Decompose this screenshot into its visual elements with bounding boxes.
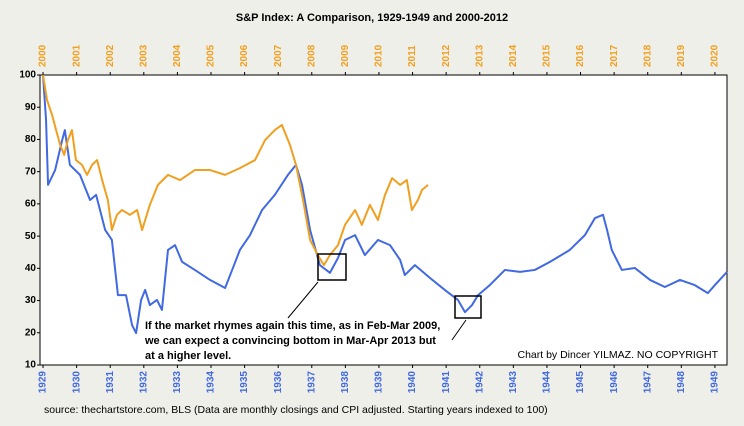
y-tick-label: 30 xyxy=(25,295,37,306)
x2-tick-label: 2010 xyxy=(374,44,385,67)
chart-title: S&P Index: A Comparison, 1929-1949 and 2… xyxy=(236,12,508,24)
series-line xyxy=(42,74,728,335)
annotation-pointer xyxy=(287,281,319,319)
plot-content xyxy=(42,74,728,335)
series-line xyxy=(42,74,429,267)
x-tick-label: 1941 xyxy=(441,371,452,394)
x2-tick-label: 2014 xyxy=(508,44,519,67)
x2-tick-label: 2004 xyxy=(172,44,183,67)
x-tick-label: 1947 xyxy=(642,371,653,394)
highlight-box xyxy=(454,295,482,319)
x2-tick-label: 2008 xyxy=(306,44,317,67)
x-tick-label: 1944 xyxy=(542,371,553,394)
x-tick-label: 1937 xyxy=(306,371,317,394)
x2-tick-label: 2009 xyxy=(340,44,351,67)
y-tick-label: 10 xyxy=(25,360,37,371)
x2-tick-label: 2011 xyxy=(407,45,418,67)
x-tick-label: 1943 xyxy=(508,371,519,394)
highlight-box xyxy=(317,253,347,281)
x2-tick-label: 2016 xyxy=(575,44,586,67)
x-tick-label: 1935 xyxy=(239,371,250,394)
y-tick-label: 80 xyxy=(25,134,37,145)
x2-tick-label: 2002 xyxy=(105,44,116,67)
credit: Chart by Dincer YILMAZ. NO COPYRIGHT xyxy=(517,349,718,361)
x-tick-label: 1930 xyxy=(71,371,82,394)
x2-tick-label: 2019 xyxy=(676,44,687,67)
x2-tick-label: 2003 xyxy=(138,44,149,67)
annotation: we can expect a convincing bottom in Mar… xyxy=(144,335,436,347)
x-tick-label: 1934 xyxy=(206,371,217,394)
x-tick-label: 1949 xyxy=(710,371,721,394)
x2-tick-label: 2005 xyxy=(206,44,217,67)
x-tick-label: 1939 xyxy=(374,371,385,394)
annotation: If the market rhymes again this time, as… xyxy=(145,320,440,332)
x2-tick-label: 2012 xyxy=(441,44,452,67)
annotation: at a higher level. xyxy=(145,350,231,362)
x2-tick-label: 2000 xyxy=(38,44,49,67)
x2-tick-label: 2006 xyxy=(239,44,250,67)
x-tick-label: 1929 xyxy=(38,371,49,394)
x-tick-label: 1948 xyxy=(676,371,687,394)
plot-area xyxy=(39,74,728,366)
x2-tick-label: 2001 xyxy=(71,44,82,67)
x2-tick-label: 2018 xyxy=(642,44,653,67)
source: source: thechartstore.com, BLS (Data are… xyxy=(44,404,548,416)
y-tick-label: 50 xyxy=(25,231,37,242)
x2-tick-label: 2017 xyxy=(609,44,620,67)
annotation-pointer xyxy=(451,319,467,341)
y-tick-label: 40 xyxy=(25,263,37,274)
x-tick-label: 1936 xyxy=(273,371,284,394)
y-tick-label: 100 xyxy=(19,70,36,81)
x-tick-label: 1946 xyxy=(609,371,620,394)
y-tick-label: 20 xyxy=(25,327,37,338)
y-tick-label: 90 xyxy=(25,102,37,113)
x-tick-label: 1945 xyxy=(575,371,586,394)
x2-tick-label: 2020 xyxy=(710,44,721,67)
x-tick-label: 1932 xyxy=(138,371,149,394)
x2-tick-label: 2007 xyxy=(273,44,284,67)
x2-tick-label: 2015 xyxy=(542,44,553,67)
x-tick-label: 1931 xyxy=(105,371,116,394)
x-tick-label: 1933 xyxy=(172,371,183,394)
x-tick-label: 1940 xyxy=(407,371,418,394)
y-tick-label: 60 xyxy=(25,199,37,210)
y-tick-label: 70 xyxy=(25,166,37,177)
x2-tick-label: 2013 xyxy=(474,44,485,67)
x-tick-label: 1938 xyxy=(340,371,351,394)
x-tick-label: 1942 xyxy=(474,371,485,394)
